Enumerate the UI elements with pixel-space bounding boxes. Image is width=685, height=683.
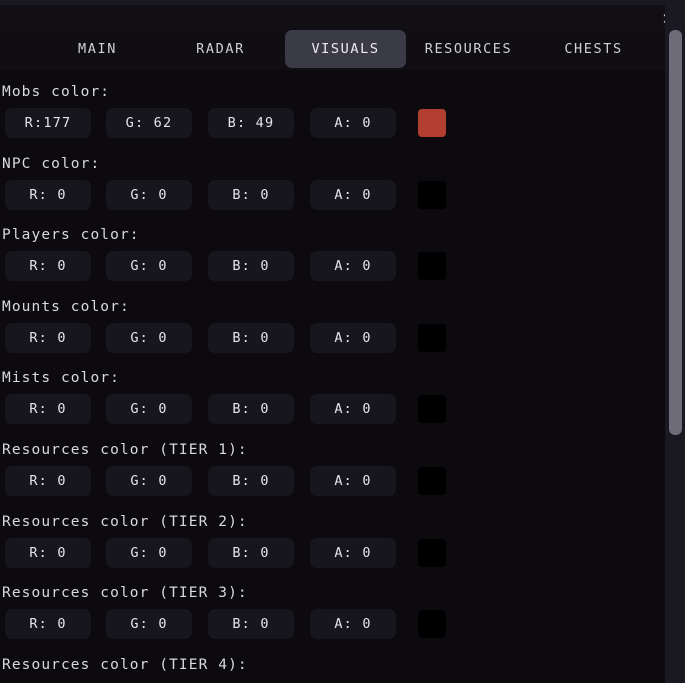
visuals-settings-panel: Mobs color: R:177 G: 62 B: 49 A: 0 NPC color:… [0, 70, 665, 683]
channel-input-a[interactable]: A: 0 [310, 251, 396, 281]
channel-input-b[interactable]: B: 0 [208, 466, 294, 496]
channel-input-g[interactable]: G: 62 [106, 108, 192, 138]
color-group-label: Resources color (TIER 3): [2, 585, 248, 601]
channel-input-b[interactable]: B: 0 [208, 323, 294, 353]
channel-input-r[interactable]: R: 0 [5, 394, 91, 424]
color-swatch[interactable] [418, 395, 446, 423]
channel-input-g[interactable]: G: 0 [106, 251, 192, 281]
color-swatch[interactable] [418, 181, 446, 209]
channel-input-a[interactable]: A: 0 [310, 538, 396, 568]
color-swatch[interactable] [418, 467, 446, 495]
channel-input-a[interactable]: A: 0 [310, 609, 396, 639]
vertical-scrollbar-thumb[interactable] [669, 30, 682, 435]
channel-input-a[interactable]: A: 0 [310, 180, 396, 210]
channel-input-b[interactable]: B: 0 [208, 394, 294, 424]
color-group-label: Resources color (TIER 2): [2, 514, 248, 530]
color-group-label: Players color: [2, 227, 140, 243]
rgba-field-row: R:177 G: 62 B: 49 A: 0 [0, 108, 665, 138]
rgba-field-row: R: 0 G: 0 B: 0 A: 0 [0, 180, 665, 210]
vertical-scrollbar-track[interactable] [665, 5, 685, 683]
channel-input-a[interactable]: A: 0 [310, 394, 396, 424]
color-swatch[interactable] [418, 109, 446, 137]
channel-input-a[interactable]: A: 0 [310, 466, 396, 496]
color-group-label: Mists color: [2, 370, 120, 386]
window-titlebar: ✕ [0, 5, 685, 30]
rgba-field-row: R: 0 G: 0 B: 0 A: 0 [0, 323, 665, 353]
channel-input-b[interactable]: B: 49 [208, 108, 294, 138]
channel-input-b[interactable]: B: 0 [208, 180, 294, 210]
channel-input-g[interactable]: G: 0 [106, 466, 192, 496]
channel-input-g[interactable]: G: 0 [106, 609, 192, 639]
channel-input-r[interactable]: R: 0 [5, 466, 91, 496]
rgba-field-row: R: 0 G: 0 B: 0 A: 0 [0, 466, 665, 496]
channel-input-g[interactable]: G: 0 [106, 323, 192, 353]
channel-input-b[interactable]: B: 0 [208, 609, 294, 639]
tab-main[interactable]: MAIN [78, 41, 117, 57]
channel-input-b[interactable]: B: 0 [208, 251, 294, 281]
color-group-label: Mounts color: [2, 299, 130, 315]
tab-bar: MAIN RADAR VISUALS RESOURCES CHESTS [0, 28, 665, 70]
rgba-field-row: R: 0 G: 0 B: 0 A: 0 [0, 538, 665, 568]
tab-radar[interactable]: RADAR [196, 41, 245, 57]
window-top-strip [0, 0, 685, 5]
color-swatch[interactable] [418, 252, 446, 280]
tab-resources[interactable]: RESOURCES [424, 41, 513, 57]
rgba-field-row: R: 0 G: 0 B: 0 A: 0 [0, 251, 665, 281]
tab-visuals[interactable]: VISUALS [285, 30, 406, 68]
channel-input-r[interactable]: R:177 [5, 108, 91, 138]
rgba-field-row: R: 0 G: 0 B: 0 A: 0 [0, 394, 665, 424]
channel-input-r[interactable]: R: 0 [5, 180, 91, 210]
rgba-field-row: R: 0 G: 0 B: 0 A: 0 [0, 609, 665, 639]
color-group-label: Resources color (TIER 4): [2, 657, 248, 673]
channel-input-g[interactable]: G: 0 [106, 180, 192, 210]
channel-input-g[interactable]: G: 0 [106, 394, 192, 424]
channel-input-r[interactable]: R: 0 [5, 323, 91, 353]
channel-input-r[interactable]: R: 0 [5, 538, 91, 568]
color-group-label: Mobs color: [2, 84, 111, 100]
channel-input-a[interactable]: A: 0 [310, 323, 396, 353]
color-swatch[interactable] [418, 324, 446, 352]
tab-chests[interactable]: CHESTS [564, 41, 623, 57]
color-group-label: NPC color: [2, 156, 101, 172]
channel-input-r[interactable]: R: 0 [5, 609, 91, 639]
channel-input-b[interactable]: B: 0 [208, 538, 294, 568]
color-swatch[interactable] [418, 539, 446, 567]
color-group-label: Resources color (TIER 1): [2, 442, 248, 458]
channel-input-r[interactable]: R: 0 [5, 251, 91, 281]
channel-input-g[interactable]: G: 0 [106, 538, 192, 568]
channel-input-a[interactable]: A: 0 [310, 108, 396, 138]
color-swatch[interactable] [418, 610, 446, 638]
